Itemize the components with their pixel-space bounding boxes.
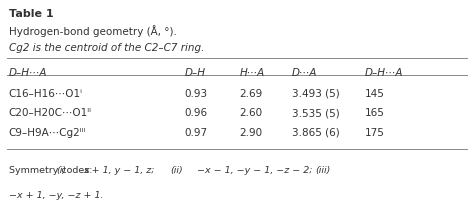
Text: −x − 1, −y − 1, −z − 2;: −x − 1, −y − 1, −z − 2; — [197, 166, 312, 175]
Text: Symmetry codes:: Symmetry codes: — [9, 166, 92, 175]
Text: 0.93: 0.93 — [185, 89, 208, 99]
Text: D–H⋯A: D–H⋯A — [9, 68, 47, 78]
Text: Cg2 is the centroid of the C2–C7 ring.: Cg2 is the centroid of the C2–C7 ring. — [9, 43, 204, 53]
Text: C20–H20C⋯O1ᴵᴵ: C20–H20C⋯O1ᴵᴵ — [9, 108, 91, 118]
Text: 2.90: 2.90 — [239, 128, 263, 137]
Text: −x + 1, −y, −z + 1.: −x + 1, −y, −z + 1. — [9, 191, 103, 200]
Text: (i): (i) — [56, 166, 66, 175]
Text: 3.493 (5): 3.493 (5) — [292, 89, 339, 99]
Text: 2.60: 2.60 — [239, 108, 263, 118]
Text: 3.535 (5): 3.535 (5) — [292, 108, 339, 118]
Text: 175: 175 — [365, 128, 385, 137]
Text: D–H: D–H — [185, 68, 206, 78]
Text: H⋯A: H⋯A — [239, 68, 264, 78]
Text: x + 1, y − 1, z;: x + 1, y − 1, z; — [83, 166, 155, 175]
Text: Table 1: Table 1 — [9, 9, 53, 19]
Text: 0.97: 0.97 — [185, 128, 208, 137]
Text: (ii): (ii) — [171, 166, 183, 175]
Text: 145: 145 — [365, 89, 385, 99]
Text: 165: 165 — [365, 108, 385, 118]
Text: Hydrogen-bond geometry (Å, °).: Hydrogen-bond geometry (Å, °). — [9, 25, 176, 37]
Text: (iii): (iii) — [315, 166, 330, 175]
Text: 2.69: 2.69 — [239, 89, 263, 99]
Text: 3.865 (6): 3.865 (6) — [292, 128, 339, 137]
Text: D⋯A: D⋯A — [292, 68, 317, 78]
Text: C9–H9A⋯Cg2ᴵᴵᴵ: C9–H9A⋯Cg2ᴵᴵᴵ — [9, 128, 86, 137]
Text: D–H⋯A: D–H⋯A — [365, 68, 403, 78]
Text: 0.96: 0.96 — [185, 108, 208, 118]
Text: C16–H16⋯O1ⁱ: C16–H16⋯O1ⁱ — [9, 89, 82, 99]
